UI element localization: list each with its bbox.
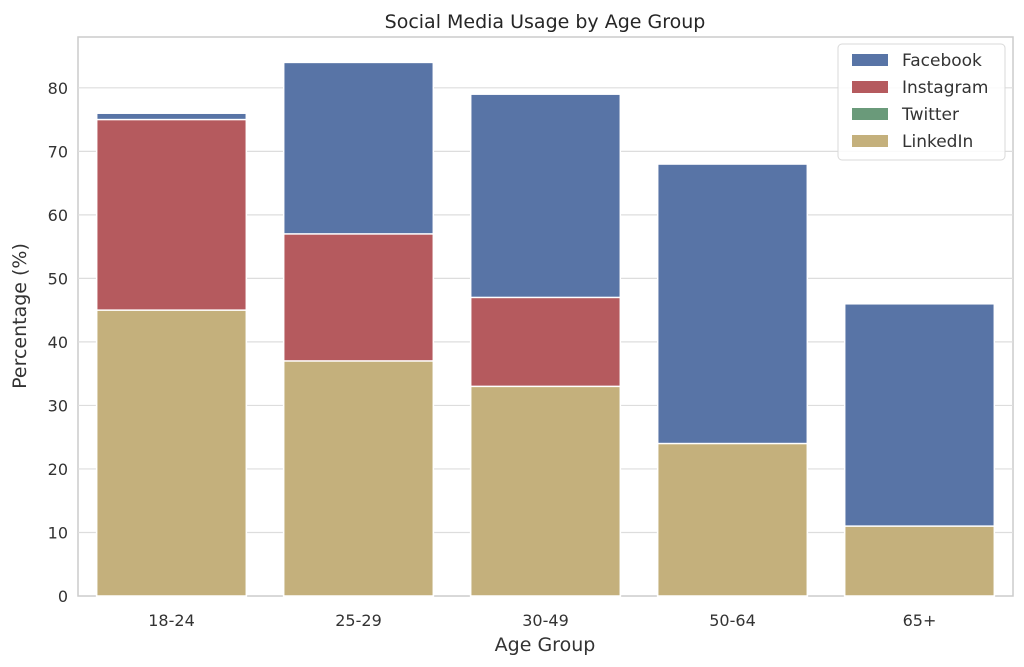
legend: Facebook Instagram Twitter LinkedIn	[837, 43, 1006, 161]
bar-linkedin-18-24	[95, 309, 248, 597]
legend-box	[837, 43, 1006, 161]
x-tick-label: 30-49	[522, 611, 569, 630]
legend-swatch-twitter	[852, 108, 888, 120]
y-tick-label: 20	[48, 460, 68, 479]
y-tick-label: 70	[48, 142, 68, 161]
y-tick-label: 10	[48, 523, 68, 542]
y-tick-label: 80	[48, 79, 68, 98]
bar-linkedin-25-29	[282, 360, 435, 597]
y-axis-label: Percentage (%)	[9, 243, 31, 389]
x-axis-ticks: 18-24 25-29 30-49 50-64 65+	[148, 611, 936, 630]
legend-label-twitter: Twitter	[901, 105, 959, 125]
y-axis-ticks: 0 10 20 30 40 50 60 70 80	[48, 79, 68, 606]
legend-swatch-instagram	[852, 81, 888, 93]
bar-linkedin-50-64	[656, 442, 809, 597]
x-tick-label: 65+	[903, 611, 937, 630]
legend-swatch-facebook	[852, 54, 888, 66]
legend-label-instagram: Instagram	[902, 78, 989, 98]
y-tick-label: 0	[58, 587, 68, 606]
legend-label-facebook: Facebook	[902, 51, 982, 71]
x-tick-label: 50-64	[709, 611, 756, 630]
y-tick-label: 60	[48, 206, 68, 225]
y-tick-label: 30	[48, 396, 68, 415]
x-tick-label: 25-29	[335, 611, 382, 630]
chart-title: Social Media Usage by Age Group	[385, 11, 706, 33]
y-tick-label: 40	[48, 333, 68, 352]
bar-linkedin-30-49	[469, 385, 622, 597]
bars	[95, 61, 996, 597]
x-axis-label: Age Group	[495, 634, 596, 656]
y-tick-label: 50	[48, 269, 68, 288]
legend-swatch-linkedin	[852, 135, 888, 147]
bar-linkedin-65+	[843, 525, 996, 597]
legend-label-linkedin: LinkedIn	[902, 132, 973, 152]
x-tick-label: 18-24	[148, 611, 195, 630]
